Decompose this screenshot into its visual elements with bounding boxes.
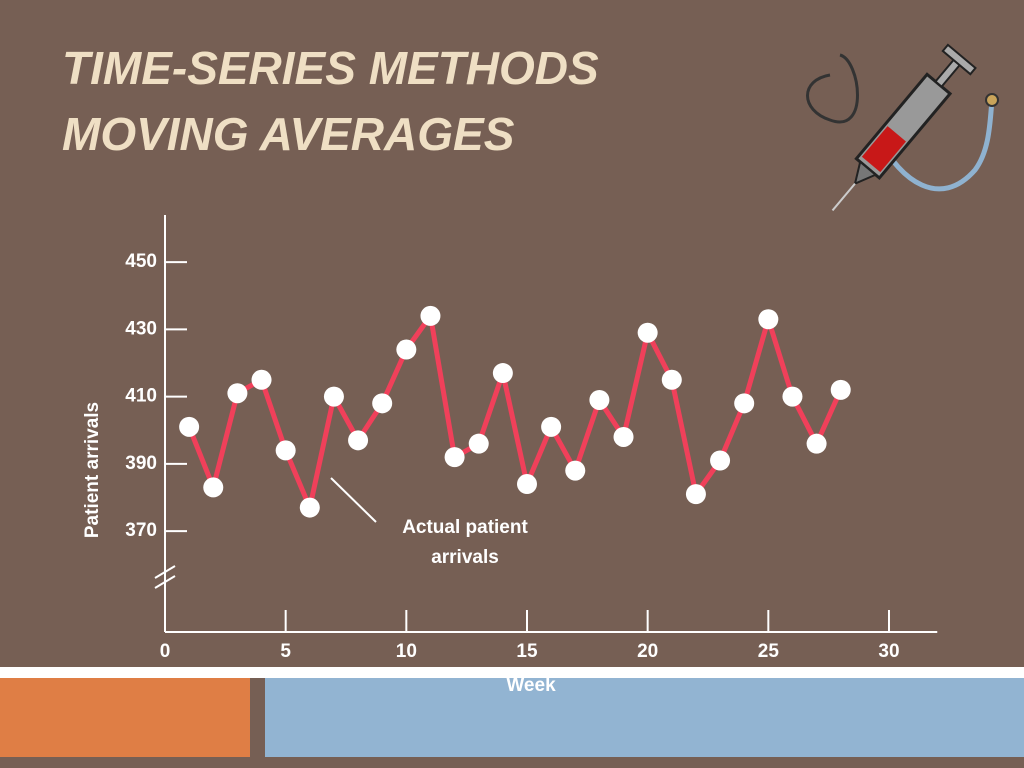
series-line: [186, 313, 844, 511]
annotation: Actual patient: [402, 517, 528, 538]
y-tick-label: 390: [125, 453, 157, 474]
title: TIME-SERIES METHODS: [62, 42, 599, 94]
divider: [0, 667, 1024, 678]
y-tick-label: 430: [125, 318, 157, 339]
data-point: [444, 447, 465, 468]
data-point: [251, 369, 272, 390]
data-point: [275, 440, 296, 461]
data-point: [492, 363, 513, 384]
data-point: [661, 369, 682, 390]
data-point: [565, 460, 586, 481]
y-tick-label: 370: [125, 520, 157, 541]
y-tick-label: 450: [125, 251, 157, 272]
data-point: [806, 433, 827, 454]
x-tick-label: 20: [637, 641, 658, 662]
data-point: [685, 484, 706, 505]
data-point: [782, 386, 803, 407]
data-point: [323, 386, 344, 407]
footer-blue: [265, 678, 1024, 757]
data-point: [372, 393, 393, 414]
data-point: [613, 426, 634, 447]
x-tick-label: 0: [160, 641, 171, 662]
subtitle: MOVING AVERAGES: [62, 108, 515, 160]
y-tick-label: 410: [125, 386, 157, 407]
data-point: [203, 477, 224, 498]
footer-orange: [0, 678, 250, 757]
data-point: [348, 430, 369, 451]
x-tick-label: 25: [758, 641, 780, 662]
x-axis-label: Week: [506, 675, 556, 696]
annotation-pointer: [330, 477, 377, 523]
data-point: [589, 389, 610, 410]
x-tick-label: 30: [878, 641, 899, 662]
y-axis-label: Patient arrivals: [82, 402, 103, 538]
data-point: [637, 322, 658, 343]
data-point: [396, 339, 417, 360]
data-point: [468, 433, 489, 454]
annotation: arrivals: [431, 547, 499, 568]
data-point: [516, 474, 537, 495]
data-point: [758, 309, 779, 330]
x-tick-label: 5: [280, 641, 291, 662]
data-point: [227, 383, 248, 404]
data-point: [710, 450, 731, 471]
syringe-icon: [806, 43, 999, 212]
data-point: [541, 416, 562, 437]
data-point: [299, 497, 320, 518]
data-point: [734, 393, 755, 414]
data-point: [420, 305, 441, 326]
data-point: [179, 416, 200, 437]
data-point: [830, 379, 851, 400]
x-tick-label: 10: [396, 641, 417, 662]
x-tick-label: 15: [516, 641, 538, 662]
